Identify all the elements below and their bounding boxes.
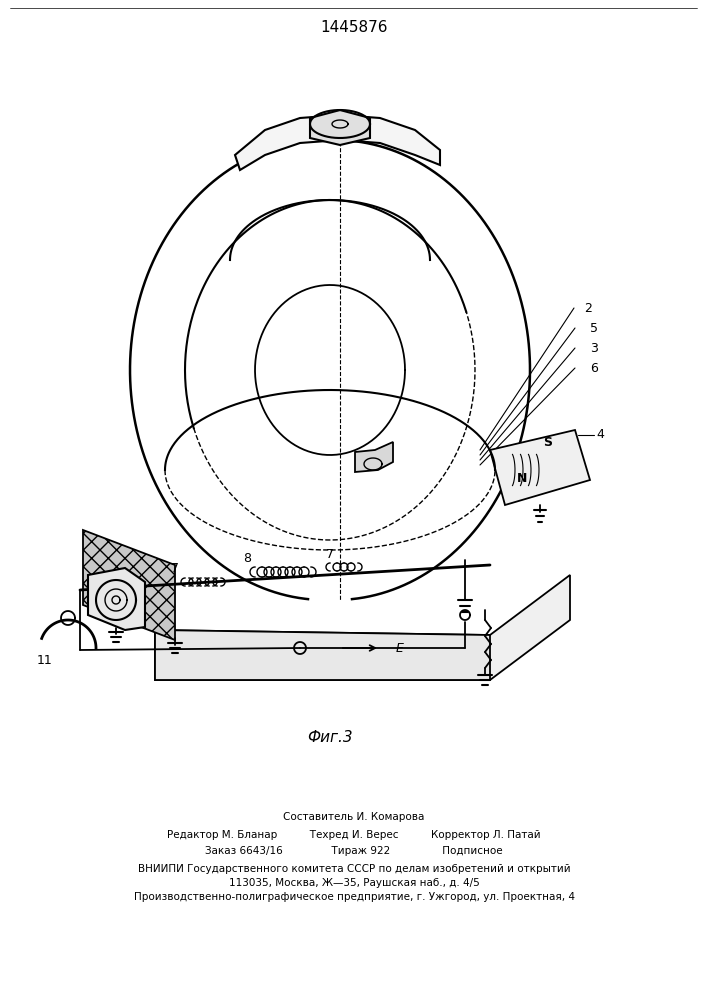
Text: ВНИИПИ Государственного комитета СССР по делам изобретений и открытий: ВНИИПИ Государственного комитета СССР по…: [138, 864, 571, 874]
Polygon shape: [88, 568, 145, 630]
Text: 2: 2: [584, 302, 592, 314]
Text: 1445876: 1445876: [320, 20, 387, 35]
Polygon shape: [490, 430, 590, 505]
Text: Редактор М. Бланар          Техред И. Верес          Корректор Л. Патай: Редактор М. Бланар Техред И. Верес Корре…: [167, 830, 541, 840]
Text: S: S: [544, 436, 552, 450]
Text: 11: 11: [37, 654, 53, 666]
Text: 5: 5: [590, 322, 598, 334]
Text: Производственно-полиграфическое предприятие, г. Ужгород, ул. Проектная, 4: Производственно-полиграфическое предприя…: [134, 892, 575, 902]
Text: 7: 7: [171, 562, 179, 574]
Text: 10: 10: [92, 576, 108, 588]
Polygon shape: [83, 530, 175, 640]
Text: 113035, Москва, Ж—35, Раушская наб., д. 4/5: 113035, Москва, Ж—35, Раушская наб., д. …: [228, 878, 479, 888]
Text: 8: 8: [243, 552, 251, 564]
Text: E: E: [396, 642, 404, 654]
Text: Составитель И. Комарова: Составитель И. Комарова: [284, 812, 425, 822]
Text: Заказ 6643/16               Тираж 922                Подписное: Заказ 6643/16 Тираж 922 Подписное: [205, 846, 503, 856]
Polygon shape: [155, 630, 490, 680]
Text: 7: 7: [326, 548, 334, 560]
Text: Фиг.3: Фиг.3: [307, 730, 353, 746]
Text: 6: 6: [590, 361, 598, 374]
Polygon shape: [355, 442, 393, 472]
Text: 4: 4: [596, 428, 604, 442]
Polygon shape: [155, 575, 570, 680]
Polygon shape: [235, 115, 440, 170]
Text: N: N: [517, 472, 527, 485]
Polygon shape: [310, 110, 370, 145]
Text: 3: 3: [590, 342, 598, 355]
